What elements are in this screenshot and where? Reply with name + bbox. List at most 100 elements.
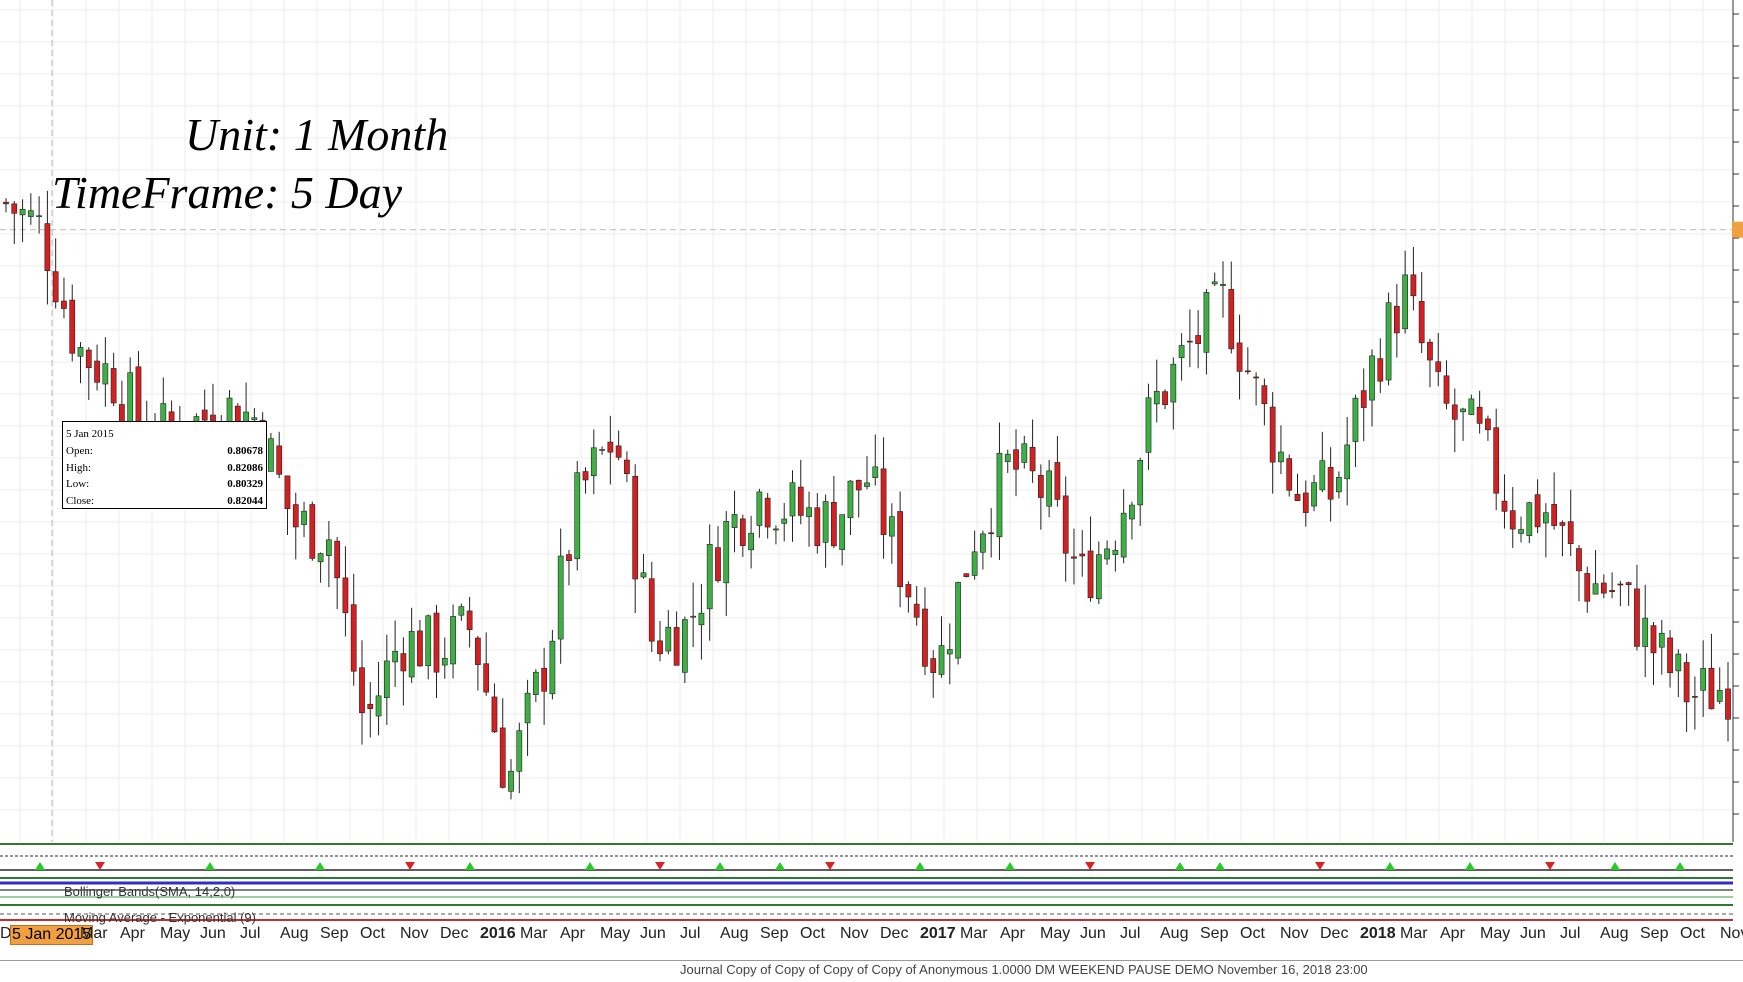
x-axis-tick-label: Jul: [1120, 925, 1141, 942]
candle-body: [268, 438, 274, 472]
candle-body: [1692, 696, 1698, 698]
candle-body: [27, 210, 34, 217]
candle-body: [946, 649, 953, 655]
candle-body: [1029, 446, 1036, 472]
x-axis-tick-label: May: [1040, 925, 1071, 942]
x-axis-tick-label: May: [1480, 925, 1511, 942]
candle-body: [723, 521, 730, 584]
x-axis: De5 Jan 2015MarAprMayJunJulAugSepOctNovD…: [0, 921, 1743, 949]
x-axis-tick-label: 5 Jan 2015: [10, 925, 94, 945]
x-axis-tick-label: Aug: [1160, 925, 1189, 942]
x-axis-tick-label: Oct: [1240, 925, 1265, 942]
candle-body: [1220, 284, 1226, 286]
candle-body: [1269, 406, 1276, 463]
candle-body: [1460, 408, 1466, 413]
candle-body: [1352, 397, 1359, 442]
sell-signal-arrow: [95, 862, 105, 870]
candle-body: [1360, 390, 1367, 408]
sell-signal-arrow: [1315, 862, 1325, 870]
buy-signal-arrow: [205, 862, 215, 870]
candle-body: [1518, 529, 1524, 534]
candle-body: [1054, 462, 1061, 500]
candle-body: [971, 551, 978, 576]
x-axis-tick-label: May: [600, 925, 631, 942]
tooltip-high-value: 0.82086: [227, 461, 263, 474]
candle-body: [1104, 548, 1110, 560]
candle-body: [1278, 451, 1284, 463]
candle-body: [1178, 345, 1185, 359]
candle-body: [1410, 274, 1417, 297]
candle-body: [276, 445, 283, 475]
indicator-label-ema[interactable]: Moving Average - Exponential (9): [64, 910, 256, 925]
indicator-label-bollinger[interactable]: Bollinger Bands(SMA, 14,2,0): [64, 884, 236, 899]
x-axis-tick-label: Aug: [280, 925, 309, 942]
candle-body: [425, 615, 432, 667]
candle-body: [607, 441, 614, 453]
candle-body: [516, 730, 523, 772]
candle-body: [806, 507, 812, 517]
candle-body: [1261, 385, 1268, 405]
candle-body: [127, 372, 134, 426]
candle-body: [52, 271, 59, 303]
x-axis-tick-label: Dec: [440, 925, 469, 942]
candle-body: [541, 667, 547, 692]
candle-body: [715, 547, 721, 581]
x-axis-tick-label: Aug: [720, 925, 749, 942]
tooltip-low-value: 0.80329: [227, 478, 263, 490]
candle-body: [648, 578, 655, 642]
candle-body: [1509, 510, 1516, 530]
x-axis-tick-label: Apr: [1440, 925, 1465, 942]
candle-body: [433, 612, 440, 673]
candle-body: [284, 475, 291, 510]
candle-tooltip: 5 Jan 2015 Open: 0.80678 High: 0.82086 Low…: [62, 421, 267, 509]
candle-body: [1253, 376, 1259, 379]
x-axis-tick-label: Aug: [1600, 925, 1629, 942]
candle-body: [1393, 305, 1400, 334]
candle-body: [1451, 404, 1458, 420]
candle-body: [69, 299, 76, 354]
x-axis-tick-label: Nov: [1720, 925, 1743, 942]
candle-body: [499, 727, 506, 788]
candle-body: [1708, 667, 1715, 710]
candle-body: [110, 368, 117, 404]
x-axis-tick-label: Dec: [1320, 925, 1349, 942]
candle-body: [1493, 427, 1500, 494]
x-axis-tick-label: Oct: [800, 925, 825, 942]
candle-body: [367, 703, 374, 709]
candle-body: [566, 554, 572, 561]
buy-signal-arrow: [1675, 862, 1685, 870]
candle-body: [1302, 492, 1309, 513]
candle-body: [441, 658, 448, 666]
tooltip-open-value: 0.80678: [227, 445, 263, 457]
candle-body: [1021, 443, 1028, 463]
candle-body: [1476, 406, 1483, 424]
tooltip-high-label: High:: [66, 461, 92, 474]
candle-body: [640, 572, 647, 578]
candle-body: [1435, 361, 1442, 372]
candle-body: [1592, 583, 1599, 595]
candle-body: [532, 671, 539, 695]
candle-body: [392, 650, 398, 663]
candle-body: [1244, 370, 1251, 373]
annotation-timeframe: TimeFrame: 5 Day: [52, 167, 403, 218]
candle-body: [491, 696, 498, 733]
candle-body: [483, 663, 490, 693]
candle-body: [797, 486, 804, 516]
candle-body: [201, 409, 208, 421]
candle-body: [1336, 477, 1342, 493]
candle-body: [1004, 453, 1011, 462]
candle-body: [466, 610, 473, 631]
x-axis-year-label: 2016: [480, 925, 516, 942]
candle-body: [350, 604, 357, 672]
candle-body: [1319, 460, 1326, 491]
candle-body: [1120, 512, 1127, 558]
candle-body: [326, 539, 332, 556]
candle-body: [317, 553, 324, 563]
x-axis-tick-label: Mar: [520, 925, 548, 942]
candle-body: [996, 452, 1003, 538]
candle-body: [135, 366, 142, 423]
candle-body: [85, 349, 92, 369]
buy-signal-arrow: [585, 862, 595, 870]
